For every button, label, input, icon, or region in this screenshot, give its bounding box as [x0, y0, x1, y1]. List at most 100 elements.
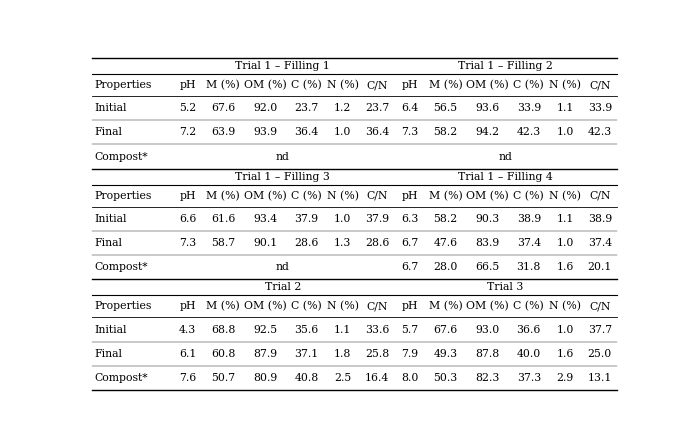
Text: 1.0: 1.0 [557, 325, 574, 335]
Text: 35.6: 35.6 [294, 325, 319, 335]
Text: 56.5: 56.5 [433, 103, 458, 113]
Text: C (%): C (%) [291, 301, 322, 311]
Text: 94.2: 94.2 [475, 127, 499, 138]
Text: M (%): M (%) [429, 301, 462, 311]
Text: nd: nd [276, 152, 290, 161]
Text: M (%): M (%) [206, 301, 240, 311]
Text: Compost*: Compost* [94, 152, 148, 161]
Text: 5.2: 5.2 [179, 103, 196, 113]
Text: N (%): N (%) [327, 301, 359, 311]
Text: 47.6: 47.6 [433, 238, 458, 248]
Text: 67.6: 67.6 [211, 103, 235, 113]
Text: 4.3: 4.3 [179, 325, 196, 335]
Text: Trial 1 – Filling 1: Trial 1 – Filling 1 [235, 61, 330, 71]
Text: Trial 1 – Filling 3: Trial 1 – Filling 3 [235, 172, 330, 182]
Text: OM (%): OM (%) [244, 80, 287, 90]
Text: pH: pH [402, 301, 418, 311]
Text: 33.9: 33.9 [588, 103, 612, 113]
Text: 83.9: 83.9 [475, 238, 499, 248]
Text: N (%): N (%) [549, 301, 581, 311]
Text: 58.7: 58.7 [211, 238, 235, 248]
Text: 6.7: 6.7 [401, 238, 418, 248]
Text: 7.2: 7.2 [179, 127, 196, 138]
Text: M (%): M (%) [429, 191, 462, 201]
Text: Initial: Initial [94, 325, 127, 335]
Text: OM (%): OM (%) [466, 191, 509, 201]
Text: 6.1: 6.1 [179, 349, 196, 359]
Text: 50.7: 50.7 [211, 373, 235, 383]
Text: 37.9: 37.9 [294, 214, 319, 224]
Text: 90.1: 90.1 [253, 238, 277, 248]
Text: C (%): C (%) [291, 80, 322, 90]
Text: 93.9: 93.9 [253, 127, 277, 138]
Text: 63.9: 63.9 [211, 127, 235, 138]
Text: 93.4: 93.4 [253, 214, 277, 224]
Text: 6.6: 6.6 [179, 214, 196, 224]
Text: 2.9: 2.9 [557, 373, 574, 383]
Text: 87.9: 87.9 [253, 349, 277, 359]
Text: 28.6: 28.6 [294, 238, 319, 248]
Text: 1.1: 1.1 [557, 214, 574, 224]
Text: 40.0: 40.0 [517, 349, 541, 359]
Text: N (%): N (%) [549, 80, 581, 90]
Text: 42.3: 42.3 [517, 127, 541, 138]
Text: OM (%): OM (%) [466, 301, 509, 311]
Text: 49.3: 49.3 [433, 349, 458, 359]
Text: Trial 1 – Filling 4: Trial 1 – Filling 4 [458, 172, 552, 182]
Text: 23.7: 23.7 [294, 103, 319, 113]
Text: 93.6: 93.6 [475, 103, 499, 113]
Text: C/N: C/N [367, 191, 388, 201]
Text: 61.6: 61.6 [211, 214, 235, 224]
Text: N (%): N (%) [549, 191, 581, 201]
Text: 1.0: 1.0 [557, 127, 574, 138]
Text: 20.1: 20.1 [588, 262, 612, 272]
Text: 1.1: 1.1 [334, 325, 352, 335]
Text: 8.0: 8.0 [401, 373, 418, 383]
Text: Final: Final [94, 127, 122, 138]
Text: M (%): M (%) [206, 191, 240, 201]
Text: N (%): N (%) [327, 191, 359, 201]
Text: Trial 1 – Filling 2: Trial 1 – Filling 2 [458, 61, 552, 71]
Text: 60.8: 60.8 [211, 349, 235, 359]
Text: 50.3: 50.3 [433, 373, 458, 383]
Text: Properties: Properties [94, 191, 152, 201]
Text: Initial: Initial [94, 214, 127, 224]
Text: 7.3: 7.3 [401, 127, 418, 138]
Text: 25.0: 25.0 [588, 349, 612, 359]
Text: C (%): C (%) [513, 80, 544, 90]
Text: 2.5: 2.5 [334, 373, 352, 383]
Text: 67.6: 67.6 [433, 325, 458, 335]
Text: 66.5: 66.5 [475, 262, 499, 272]
Text: 1.2: 1.2 [334, 103, 352, 113]
Text: Properties: Properties [94, 301, 152, 311]
Text: 58.2: 58.2 [433, 214, 458, 224]
Text: 68.8: 68.8 [211, 325, 235, 335]
Text: 36.4: 36.4 [365, 127, 389, 138]
Text: 37.4: 37.4 [588, 238, 612, 248]
Text: 6.4: 6.4 [401, 103, 418, 113]
Text: 82.3: 82.3 [475, 373, 499, 383]
Text: 93.0: 93.0 [475, 325, 499, 335]
Text: 7.9: 7.9 [401, 349, 418, 359]
Text: M (%): M (%) [429, 80, 462, 90]
Text: OM (%): OM (%) [244, 191, 287, 201]
Text: 37.1: 37.1 [294, 349, 319, 359]
Text: M (%): M (%) [206, 80, 240, 90]
Text: Trial 3: Trial 3 [487, 282, 524, 292]
Text: pH: pH [402, 191, 418, 201]
Text: 1.8: 1.8 [334, 349, 352, 359]
Text: 37.9: 37.9 [365, 214, 389, 224]
Text: OM (%): OM (%) [466, 80, 509, 90]
Text: pH: pH [402, 80, 418, 90]
Text: pH: pH [180, 191, 195, 201]
Text: 38.9: 38.9 [517, 214, 541, 224]
Text: 80.9: 80.9 [253, 373, 277, 383]
Text: 1.0: 1.0 [557, 238, 574, 248]
Text: 13.1: 13.1 [588, 373, 612, 383]
Text: Compost*: Compost* [94, 373, 148, 383]
Text: C/N: C/N [367, 301, 388, 311]
Text: 87.8: 87.8 [475, 349, 499, 359]
Text: 42.3: 42.3 [588, 127, 612, 138]
Text: 1.0: 1.0 [334, 127, 352, 138]
Text: 1.1: 1.1 [557, 103, 574, 113]
